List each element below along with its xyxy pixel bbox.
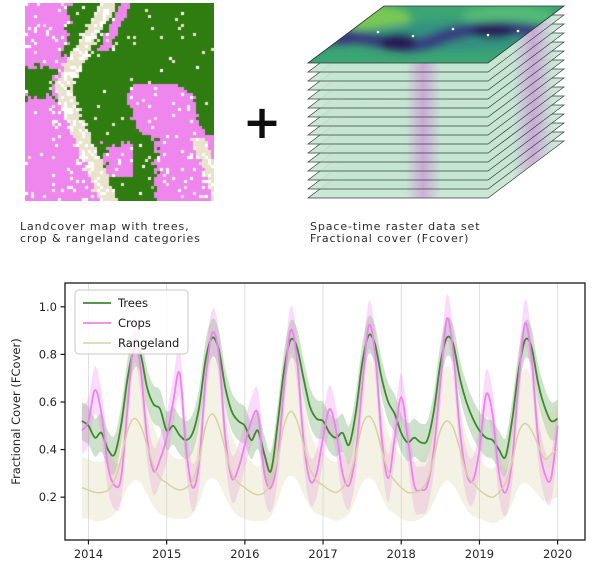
x-tick-label: 2017 [308, 547, 337, 561]
series-line-trees [81, 333, 559, 473]
x-tick-label: 2016 [230, 547, 259, 561]
y-tick-label: 1.0 [39, 300, 57, 314]
x-tick-label: 2018 [387, 547, 416, 561]
stack-caption: Space-time raster data set Fractional co… [310, 221, 480, 244]
legend-item-crops: Crops [83, 316, 151, 330]
series-band-crops [81, 294, 558, 517]
axis-ticks [60, 306, 559, 545]
legend-label: Crops [118, 316, 151, 330]
x-tick-label: 2014 [74, 547, 103, 561]
landcover-map-image [25, 3, 214, 201]
series-line-rangeland [81, 410, 559, 499]
stack-caption-line1: Space-time raster data set [310, 220, 481, 233]
stack-caption-line2: Fractional cover (Fcover) [310, 231, 470, 245]
legend-label: Trees [117, 296, 148, 310]
x-tick-label: 2020 [543, 547, 572, 561]
x-tick-label: 2019 [465, 547, 494, 561]
y-tick-label: 0.6 [39, 395, 57, 409]
legend-label: Rangeland [118, 336, 179, 350]
y-tick-label: 0.8 [39, 347, 57, 361]
plus-operator: + [242, 95, 282, 149]
fcover-timeseries-chart: 2014 2015 2016 2017 2018 2019 2020 0.2 0.4 0.6 0.8… [9, 282, 586, 561]
legend-item-trees: Trees [83, 296, 148, 310]
plot-border [64, 282, 586, 541]
landcover-caption-line2: crop & rangeland categories [20, 231, 201, 245]
chart-legend: Trees Crops Rangeland [74, 289, 189, 355]
x-tick-label: 2015 [152, 547, 181, 561]
landcover-caption-line1: Landcover map with trees, [20, 220, 190, 233]
landcover-caption: Landcover map with trees, crop & rangela… [20, 221, 201, 244]
y-axis-label: Fractional Cover (FCover) [9, 338, 23, 484]
y-tick-label: 0.4 [39, 443, 57, 457]
y-tick-label: 0.2 [39, 490, 57, 504]
series-band-trees [81, 315, 558, 491]
legend-item-rangeland: Rangeland [83, 336, 179, 350]
series-line-crops [81, 317, 559, 494]
raster-stack-figure [306, 5, 566, 199]
raster-top-layer [308, 6, 564, 63]
